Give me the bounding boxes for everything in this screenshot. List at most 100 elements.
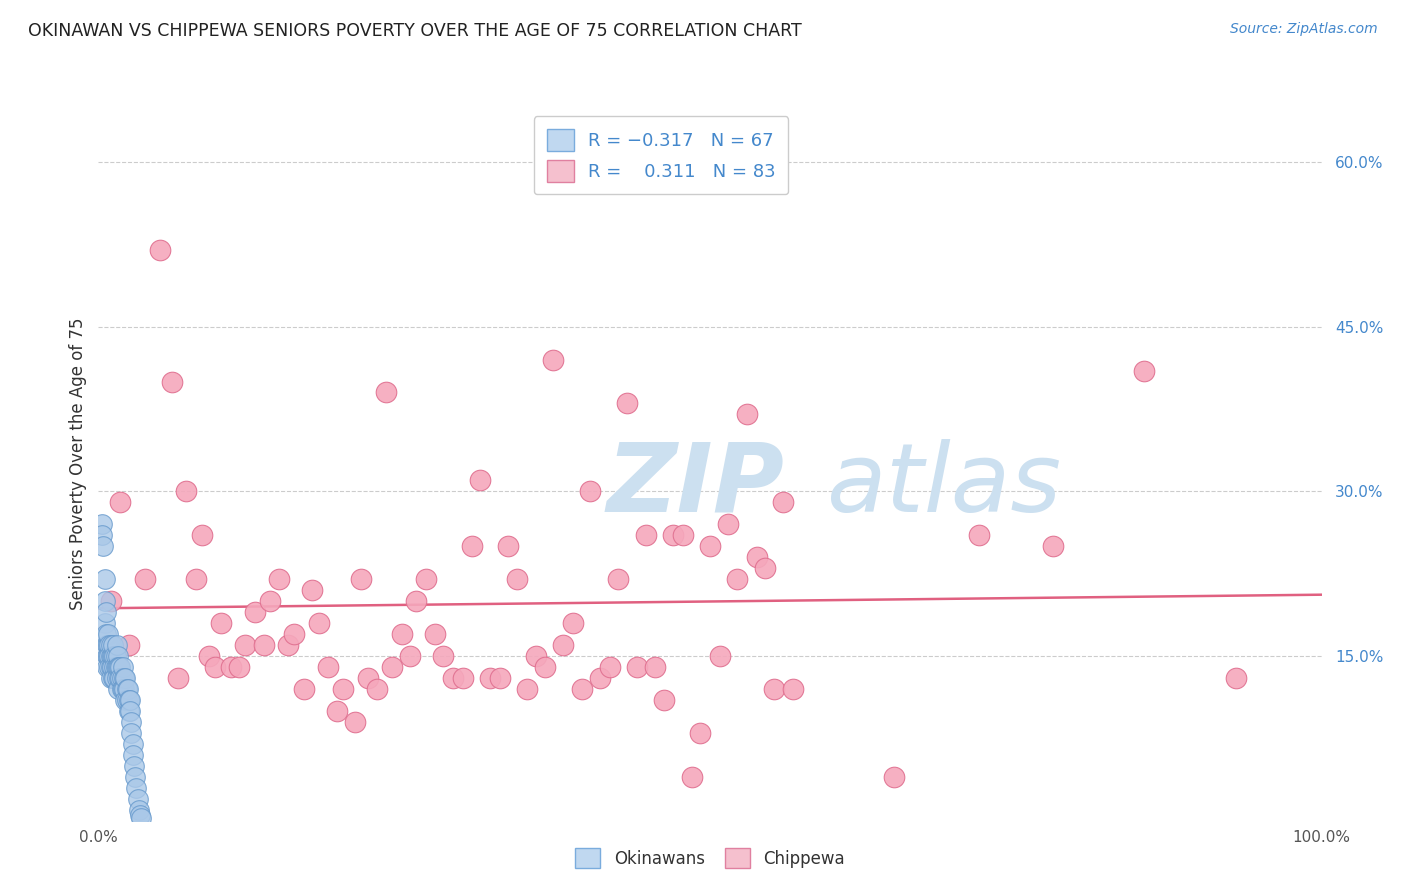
Point: [91, 528, 114, 542]
Point: [644, 660, 666, 674]
Point: [118, 638, 141, 652]
Point: [105, 660, 128, 674]
Point: [277, 638, 299, 652]
Point: [105, 671, 128, 685]
Point: [191, 528, 214, 542]
Point: [318, 660, 340, 674]
Point: [100, 648, 122, 663]
Point: [93, 615, 115, 630]
Point: [259, 594, 281, 608]
Point: [662, 528, 685, 542]
Point: [967, 528, 990, 542]
Point: [308, 615, 330, 630]
Point: [101, 671, 124, 685]
Point: [441, 671, 464, 685]
Point: [93, 594, 115, 608]
Point: [381, 660, 404, 674]
Point: [599, 660, 621, 674]
Point: [332, 681, 354, 696]
Point: [120, 726, 142, 740]
Point: [745, 550, 768, 565]
Point: [121, 737, 143, 751]
Point: [125, 780, 148, 795]
Point: [292, 681, 315, 696]
Point: [91, 539, 114, 553]
Point: [243, 605, 266, 619]
Point: [1133, 363, 1156, 377]
Point: [326, 704, 349, 718]
Point: [105, 638, 128, 652]
Point: [127, 791, 149, 805]
Point: [98, 648, 121, 663]
Point: [167, 671, 190, 685]
Point: [374, 385, 396, 400]
Point: [782, 681, 804, 696]
Point: [103, 648, 125, 663]
Point: [553, 638, 575, 652]
Point: [97, 638, 120, 652]
Point: [111, 671, 134, 685]
Point: [111, 660, 134, 674]
Point: [496, 539, 519, 553]
Y-axis label: Seniors Poverty Over the Age of 75: Seniors Poverty Over the Age of 75: [69, 318, 87, 610]
Point: [460, 539, 482, 553]
Point: [543, 352, 565, 367]
Point: [101, 648, 124, 663]
Point: [652, 693, 675, 707]
Point: [197, 648, 219, 663]
Point: [451, 671, 474, 685]
Point: [1042, 539, 1064, 553]
Point: [176, 484, 198, 499]
Point: [534, 660, 557, 674]
Point: [96, 638, 118, 652]
Point: [219, 660, 242, 674]
Point: [366, 681, 388, 696]
Point: [636, 528, 658, 542]
Point: [107, 648, 129, 663]
Point: [160, 375, 183, 389]
Point: [149, 243, 172, 257]
Point: [93, 572, 115, 586]
Point: [488, 671, 510, 685]
Text: OKINAWAN VS CHIPPEWA SENIORS POVERTY OVER THE AGE OF 75 CORRELATION CHART: OKINAWAN VS CHIPPEWA SENIORS POVERTY OVE…: [28, 22, 801, 40]
Point: [110, 660, 132, 674]
Point: [97, 648, 120, 663]
Point: [186, 572, 208, 586]
Point: [571, 681, 593, 696]
Point: [399, 648, 422, 663]
Point: [100, 671, 122, 685]
Point: [233, 638, 256, 652]
Point: [110, 495, 132, 509]
Point: [101, 638, 124, 652]
Point: [120, 693, 142, 707]
Point: [616, 396, 638, 410]
Legend: Okinawans, Chippewa: Okinawans, Chippewa: [567, 839, 853, 877]
Point: [405, 594, 427, 608]
Point: [120, 704, 142, 718]
Point: [98, 660, 121, 674]
Point: [228, 660, 250, 674]
Point: [506, 572, 529, 586]
Point: [117, 681, 139, 696]
Point: [107, 681, 129, 696]
Point: [579, 484, 602, 499]
Point: [107, 660, 129, 674]
Point: [122, 758, 145, 772]
Point: [100, 594, 122, 608]
Point: [681, 770, 703, 784]
Point: [735, 408, 758, 422]
Point: [121, 747, 143, 762]
Point: [128, 803, 150, 817]
Point: [112, 671, 135, 685]
Point: [607, 572, 630, 586]
Point: [283, 627, 305, 641]
Point: [301, 583, 323, 598]
Point: [94, 627, 117, 641]
Point: [468, 473, 491, 487]
Point: [91, 517, 114, 532]
Point: [415, 572, 437, 586]
Point: [524, 648, 547, 663]
Point: [356, 671, 378, 685]
Point: [717, 517, 740, 532]
Point: [104, 648, 127, 663]
